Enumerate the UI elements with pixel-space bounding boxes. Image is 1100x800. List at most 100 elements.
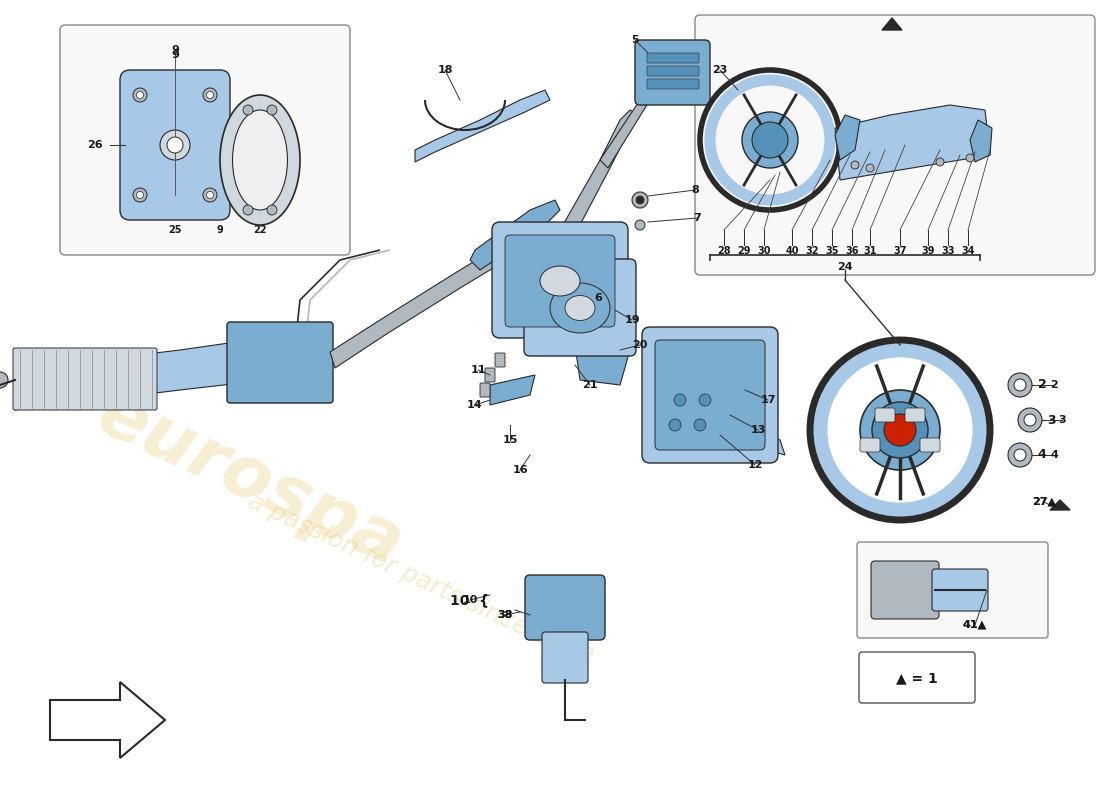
Text: 10: 10 bbox=[462, 595, 477, 605]
Circle shape bbox=[674, 394, 686, 406]
Circle shape bbox=[1008, 443, 1032, 467]
Circle shape bbox=[1014, 379, 1026, 391]
Text: 39: 39 bbox=[922, 246, 935, 256]
Circle shape bbox=[207, 91, 213, 98]
Text: 27▲: 27▲ bbox=[1032, 497, 1056, 507]
Text: 21: 21 bbox=[582, 380, 597, 390]
Circle shape bbox=[866, 164, 874, 172]
Text: 20: 20 bbox=[632, 340, 648, 350]
Ellipse shape bbox=[160, 130, 190, 160]
FancyBboxPatch shape bbox=[485, 368, 495, 382]
FancyBboxPatch shape bbox=[695, 15, 1094, 275]
Circle shape bbox=[752, 122, 788, 158]
Ellipse shape bbox=[220, 95, 300, 225]
Circle shape bbox=[860, 390, 940, 470]
Text: 16: 16 bbox=[513, 465, 528, 475]
Circle shape bbox=[884, 414, 916, 446]
Circle shape bbox=[1014, 449, 1026, 461]
FancyBboxPatch shape bbox=[492, 222, 628, 338]
FancyBboxPatch shape bbox=[635, 40, 710, 105]
Circle shape bbox=[1018, 408, 1042, 432]
Text: 32: 32 bbox=[805, 246, 818, 256]
Text: 8: 8 bbox=[691, 185, 698, 195]
Text: 31: 31 bbox=[864, 246, 877, 256]
Polygon shape bbox=[560, 110, 640, 240]
Text: 33: 33 bbox=[942, 246, 955, 256]
Text: 38: 38 bbox=[497, 610, 513, 620]
Circle shape bbox=[742, 112, 797, 168]
Text: 23: 23 bbox=[713, 65, 728, 75]
Text: 41▲: 41▲ bbox=[962, 620, 987, 630]
Ellipse shape bbox=[167, 137, 183, 153]
Circle shape bbox=[694, 419, 706, 431]
Text: 18: 18 bbox=[438, 65, 453, 75]
Circle shape bbox=[851, 161, 859, 169]
Polygon shape bbox=[835, 105, 990, 180]
Circle shape bbox=[1008, 373, 1032, 397]
FancyBboxPatch shape bbox=[647, 79, 698, 89]
FancyBboxPatch shape bbox=[495, 353, 505, 367]
Polygon shape bbox=[835, 115, 860, 160]
Polygon shape bbox=[600, 60, 685, 168]
Circle shape bbox=[966, 154, 974, 162]
Text: 24: 24 bbox=[837, 262, 852, 272]
Circle shape bbox=[635, 220, 645, 230]
Circle shape bbox=[1024, 414, 1036, 426]
Circle shape bbox=[636, 196, 644, 204]
Circle shape bbox=[136, 191, 143, 198]
Text: 37: 37 bbox=[893, 246, 906, 256]
Text: 17: 17 bbox=[760, 395, 775, 405]
Text: 40: 40 bbox=[785, 246, 799, 256]
Text: 19: 19 bbox=[624, 315, 640, 325]
Text: 15: 15 bbox=[503, 435, 518, 445]
Circle shape bbox=[133, 88, 147, 102]
Text: 26: 26 bbox=[87, 140, 102, 150]
FancyBboxPatch shape bbox=[874, 408, 895, 422]
FancyBboxPatch shape bbox=[13, 348, 157, 410]
Ellipse shape bbox=[232, 110, 287, 210]
Text: 38: 38 bbox=[497, 610, 513, 620]
Text: 12: 12 bbox=[747, 460, 762, 470]
Polygon shape bbox=[470, 200, 560, 270]
FancyBboxPatch shape bbox=[642, 327, 778, 463]
Circle shape bbox=[669, 419, 681, 431]
FancyBboxPatch shape bbox=[654, 340, 764, 450]
Circle shape bbox=[204, 188, 217, 202]
FancyBboxPatch shape bbox=[505, 235, 615, 327]
Text: 3: 3 bbox=[1058, 415, 1066, 425]
Polygon shape bbox=[1050, 500, 1070, 510]
FancyBboxPatch shape bbox=[227, 322, 333, 403]
FancyBboxPatch shape bbox=[647, 66, 698, 76]
Text: 34: 34 bbox=[961, 246, 975, 256]
Text: 2: 2 bbox=[1050, 380, 1058, 390]
Polygon shape bbox=[330, 240, 515, 368]
Text: ▲ = 1: ▲ = 1 bbox=[896, 671, 938, 685]
Circle shape bbox=[204, 88, 217, 102]
Polygon shape bbox=[50, 682, 165, 758]
Circle shape bbox=[0, 372, 8, 388]
Polygon shape bbox=[415, 90, 550, 162]
FancyBboxPatch shape bbox=[857, 542, 1048, 638]
Text: 4: 4 bbox=[1037, 449, 1046, 462]
Text: 35: 35 bbox=[825, 246, 838, 256]
Circle shape bbox=[136, 91, 143, 98]
Polygon shape bbox=[575, 340, 630, 385]
Text: 41▲: 41▲ bbox=[962, 620, 987, 630]
FancyBboxPatch shape bbox=[859, 652, 975, 703]
Text: 9: 9 bbox=[172, 50, 179, 60]
Polygon shape bbox=[882, 18, 902, 30]
Text: 30: 30 bbox=[757, 246, 771, 256]
Text: 7: 7 bbox=[693, 213, 701, 223]
Text: 6: 6 bbox=[594, 293, 602, 303]
FancyBboxPatch shape bbox=[480, 383, 490, 397]
Circle shape bbox=[632, 192, 648, 208]
FancyBboxPatch shape bbox=[920, 438, 940, 452]
Text: 4: 4 bbox=[1050, 450, 1058, 460]
FancyBboxPatch shape bbox=[525, 575, 605, 640]
Text: 14: 14 bbox=[468, 400, 483, 410]
Text: a passion for parts since 1983: a passion for parts since 1983 bbox=[244, 490, 596, 670]
Circle shape bbox=[243, 205, 253, 215]
Ellipse shape bbox=[550, 283, 610, 333]
Circle shape bbox=[267, 105, 277, 115]
Text: 5: 5 bbox=[631, 35, 639, 45]
